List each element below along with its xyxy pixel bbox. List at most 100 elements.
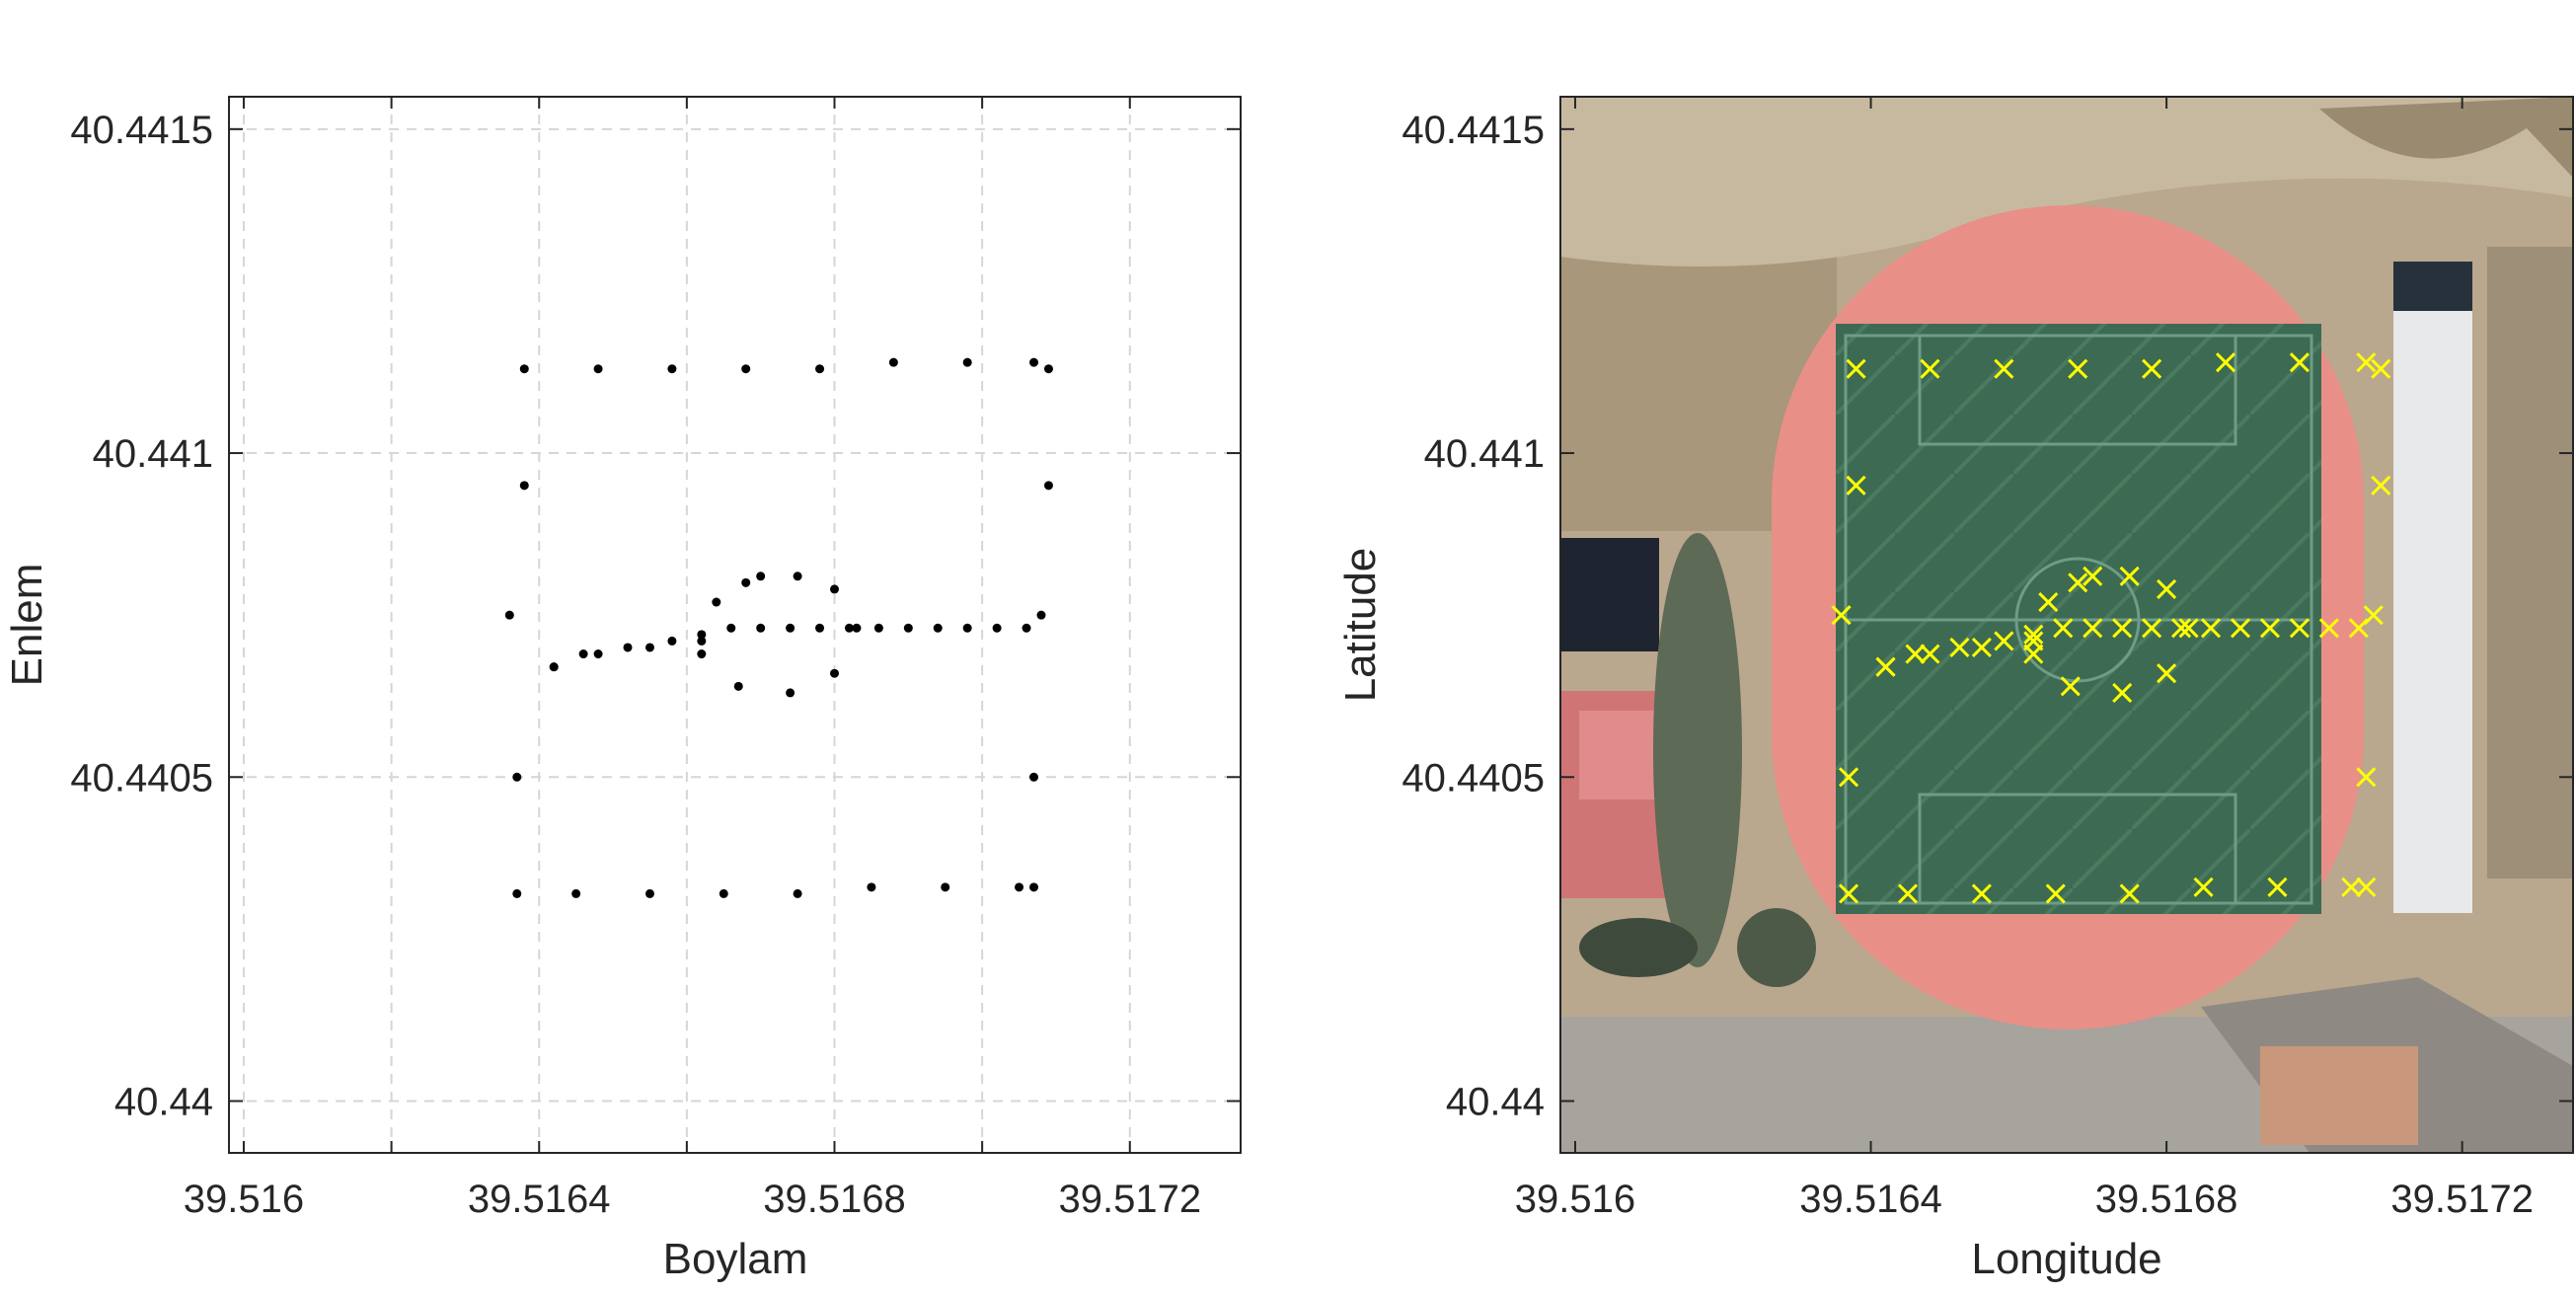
track-point (644, 888, 654, 898)
track-point (888, 357, 898, 367)
track-point-x (2289, 618, 2310, 639)
track-point (623, 643, 633, 652)
track-point-x (2215, 352, 2236, 373)
x-tick-label: 39.5168 (763, 1178, 906, 1221)
track-point-x (1897, 883, 1919, 904)
track-point-x (2157, 578, 2177, 599)
track-point-x (2142, 358, 2162, 379)
track-points (1831, 352, 2391, 904)
track-point (667, 364, 677, 374)
track-point-x (2038, 591, 2059, 613)
tick-labels: 39.516 39.5164 39.5168 39.5172 40.44 40.4405 4… (70, 109, 1201, 1221)
track-point-x (2371, 475, 2391, 496)
track-point (504, 610, 514, 620)
track-point (815, 364, 825, 374)
plot-area-frame (1559, 96, 2574, 1154)
y-tick-label: 40.441 (93, 432, 213, 476)
y-axis-label: Latitude (1336, 548, 1385, 703)
track-point (962, 357, 972, 367)
track-point (697, 649, 707, 659)
track-point (844, 623, 854, 633)
track-point (741, 577, 751, 587)
track-point-x (2356, 877, 2377, 897)
track-point (733, 681, 743, 691)
track-point-x (1846, 475, 1866, 496)
x-axis-label: Boylam (663, 1235, 808, 1283)
track-point-x (2119, 566, 2140, 586)
x-tick-label: 39.516 (1515, 1178, 1635, 1221)
grid-lines (229, 97, 1241, 1153)
track-point-x (2068, 572, 2088, 593)
track-point (873, 623, 883, 633)
track-point (1015, 882, 1024, 892)
track-point (571, 888, 581, 898)
track-point-x (1920, 358, 1940, 379)
track-point-x (2193, 877, 2214, 897)
x-tick-label: 39.516 (184, 1178, 304, 1221)
track-point (962, 623, 972, 633)
track-point-x (2045, 883, 2066, 904)
x-tick-label: 39.5172 (2390, 1178, 2534, 1221)
track-point (852, 623, 862, 633)
x-tick-label: 39.5172 (1058, 1178, 1201, 1221)
track-points (504, 357, 1053, 898)
track-point-x (1831, 605, 1852, 626)
track-point-x (2171, 618, 2192, 639)
gps-track-plot: 39.516 39.5164 39.5168 39.5172 40.44 40.4405 4… (3, 96, 1242, 1283)
track-point (1029, 357, 1039, 367)
track-point-x (2200, 618, 2222, 639)
track-point-x (2230, 618, 2251, 639)
tick-marks (229, 97, 1241, 1153)
track-point (512, 888, 522, 898)
track-point (644, 643, 654, 652)
track-point-x (1839, 767, 1859, 788)
track-point (933, 623, 943, 633)
track-point-x (2060, 676, 2081, 697)
track-point-x (2119, 883, 2140, 904)
track-point (578, 649, 588, 659)
track-point-x (1839, 883, 1859, 904)
y-tick-label: 40.4405 (1402, 756, 1545, 800)
track-point-x (2356, 767, 2377, 788)
track-point (867, 882, 876, 892)
track-point-x (1994, 358, 2014, 379)
track-point-x (1846, 358, 1866, 379)
tick-labels: 39.516 39.5164 39.5168 39.5172 40.44 40.4405 4… (1402, 109, 2534, 1221)
track-point (815, 623, 825, 633)
satellite-map-plot: 39.516 39.5164 39.5168 39.5172 40.44 40.4405 4… (1336, 96, 2574, 1283)
track-point (667, 636, 677, 646)
y-axis-label: Enlem (3, 564, 51, 687)
y-tick-label: 40.44 (114, 1080, 213, 1123)
track-point (593, 649, 603, 659)
y-tick-label: 40.44 (1446, 1080, 1545, 1123)
tick-marks (1560, 97, 2573, 1153)
track-point (830, 584, 840, 594)
track-point (697, 630, 707, 640)
y-tick-label: 40.4405 (70, 756, 213, 800)
track-point-x (2356, 352, 2377, 373)
track-point (512, 772, 522, 782)
track-point (1022, 623, 1031, 633)
track-point-x (2341, 877, 2362, 897)
track-point (549, 662, 559, 672)
track-point-x (2157, 663, 2177, 684)
track-point (992, 623, 1002, 633)
track-point (593, 364, 603, 374)
track-point (519, 481, 529, 491)
track-point (941, 882, 950, 892)
track-point (756, 572, 766, 581)
track-point-x (2363, 605, 2384, 626)
track-point-x (2083, 618, 2103, 639)
track-point (741, 364, 751, 374)
track-point-x (1949, 637, 1970, 658)
track-point-x (2023, 624, 2044, 645)
track-point-x (2371, 358, 2391, 379)
track-point (903, 623, 913, 633)
track-point-x (2142, 618, 2162, 639)
track-point-x (2112, 682, 2133, 703)
track-point-x (2318, 618, 2339, 639)
track-point-x (2053, 618, 2074, 639)
track-point-x (1971, 883, 1992, 904)
track-point-x (1920, 644, 1940, 664)
